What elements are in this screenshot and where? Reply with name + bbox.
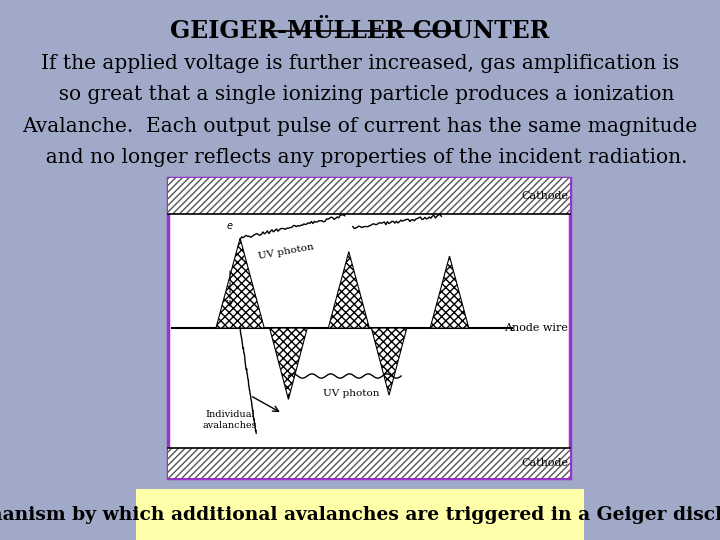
Text: Mechanism by which additional avalanches are triggered in a Geiger discharge: Mechanism by which additional avalanches… [0,505,720,524]
FancyBboxPatch shape [168,178,570,478]
Text: Cathode: Cathode [521,458,568,468]
Text: If the applied voltage is further increased, gas amplification is: If the applied voltage is further increa… [41,54,679,73]
Text: so great that a single ionizing particle produces a ionization: so great that a single ionizing particle… [46,85,674,104]
Polygon shape [216,238,264,328]
Text: UV photon: UV photon [258,242,315,261]
Polygon shape [430,256,469,328]
Text: and no longer reflects any properties of the incident radiation.: and no longer reflects any properties of… [32,148,688,167]
Text: $e$: $e$ [226,221,234,231]
Polygon shape [372,328,407,395]
FancyBboxPatch shape [136,489,584,540]
FancyBboxPatch shape [168,448,570,478]
Text: Cathode: Cathode [521,191,568,201]
FancyBboxPatch shape [168,178,570,214]
Text: UV photon: UV photon [323,389,379,399]
Text: Individual
avalanches: Individual avalanches [203,410,257,430]
Polygon shape [328,252,369,328]
Text: Anode wire: Anode wire [504,323,568,333]
Polygon shape [269,328,307,400]
Text: Avalanche.  Each output pulse of current has the same magnitude: Avalanche. Each output pulse of current … [22,117,698,136]
Text: GEIGER-MÜLLER COUNTER: GEIGER-MÜLLER COUNTER [171,19,549,43]
